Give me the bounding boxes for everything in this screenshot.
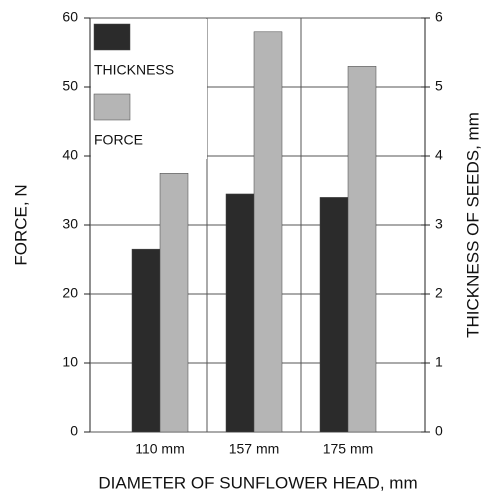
y2-tick-label: 4	[435, 147, 443, 163]
legend-swatch	[93, 23, 131, 51]
y-tick-label: 40	[62, 147, 78, 163]
y2-tick-label: 5	[435, 78, 443, 94]
y-tick-label: 60	[62, 9, 78, 25]
y2-axis-label: THICKNESS OF SEEDS, mm	[463, 112, 482, 338]
bar	[225, 193, 255, 433]
y-tick-label: 10	[62, 354, 78, 370]
legend-label: THICKNESS	[94, 62, 174, 78]
bar	[253, 31, 283, 433]
legend-label: FORCE	[94, 132, 143, 148]
y2-tick-label: 2	[435, 285, 443, 301]
y-axis-label: FORCE, N	[11, 184, 30, 265]
bar	[347, 66, 377, 433]
y2-tick-label: 3	[435, 216, 443, 232]
y2-tick-label: 1	[435, 354, 443, 370]
y-tick-label: 50	[62, 78, 78, 94]
y-tick-label: 30	[62, 216, 78, 232]
y2-tick-label: 0	[435, 423, 443, 439]
y-tick-label: 0	[70, 423, 78, 439]
y2-tick-label: 6	[435, 9, 443, 25]
x-tick-label: 157 mm	[229, 441, 280, 457]
bar	[159, 173, 189, 433]
x-axis-label: DIAMETER OF SUNFLOWER HEAD, mm	[98, 473, 417, 492]
x-tick-label: 175 mm	[323, 441, 374, 457]
bar	[131, 248, 161, 433]
legend-swatch	[93, 93, 131, 121]
y-tick-label: 20	[62, 285, 78, 301]
bar	[319, 197, 349, 433]
x-tick-label: 110 mm	[135, 441, 185, 457]
